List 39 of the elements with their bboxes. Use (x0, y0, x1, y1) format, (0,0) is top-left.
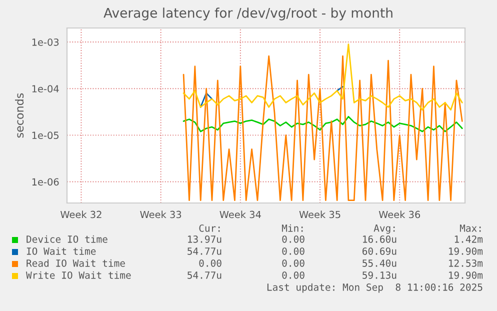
text: 13.97u (188, 235, 222, 243)
text: 16.60u (363, 235, 396, 243)
x-tick-label: Week 33 (140, 210, 182, 218)
text: 0.00 (282, 235, 304, 243)
legend-label: Device IO time (26, 235, 108, 243)
y-tick-label: 1e-04 (32, 85, 59, 92)
text: 0.00 (282, 271, 304, 279)
text: Cur: (199, 224, 220, 232)
y-tick-label: 1e-05 (32, 132, 59, 140)
x-tick-label: Week 35 (299, 210, 340, 218)
text: Min: (282, 224, 303, 232)
line-series (182, 55, 463, 201)
text: 55.40u (362, 259, 396, 267)
x-tick-label: Week 32 (60, 210, 102, 218)
text: 1.42m (454, 235, 483, 243)
text: 54.77u (188, 248, 222, 255)
text: 19.90m (449, 271, 483, 279)
text: 19.90m (449, 247, 483, 255)
text: 0.00 (282, 259, 304, 267)
legend-label: Read IO Wait time (26, 259, 125, 267)
legend-label: Write IO Wait time (26, 271, 131, 279)
text: 0.00 (282, 247, 304, 255)
text: 12.53m (449, 259, 483, 267)
x-tick-label: Week 36 (378, 210, 420, 218)
x-tick-label: Week 34 (220, 210, 261, 218)
line-series (182, 43, 463, 111)
text: 54.77u (188, 272, 222, 279)
text: 0.00 (199, 259, 222, 267)
text: Avg: (374, 224, 395, 234)
y-tick-label: 1e-06 (32, 178, 59, 186)
legend-label: IO Wait time (26, 247, 96, 255)
text: Max: (460, 224, 481, 232)
y-tick-label: 1e-03 (32, 38, 59, 46)
line-series (182, 116, 463, 132)
chart-title: Average latency for /dev/vg/root - by month (104, 8, 392, 20)
text: 59.13u (362, 271, 396, 279)
text: 60.69u (362, 247, 396, 255)
text: Last update: Mon Sep 8 11:00:16 2025 (267, 283, 482, 293)
y-axis-title: seconds (15, 93, 24, 138)
